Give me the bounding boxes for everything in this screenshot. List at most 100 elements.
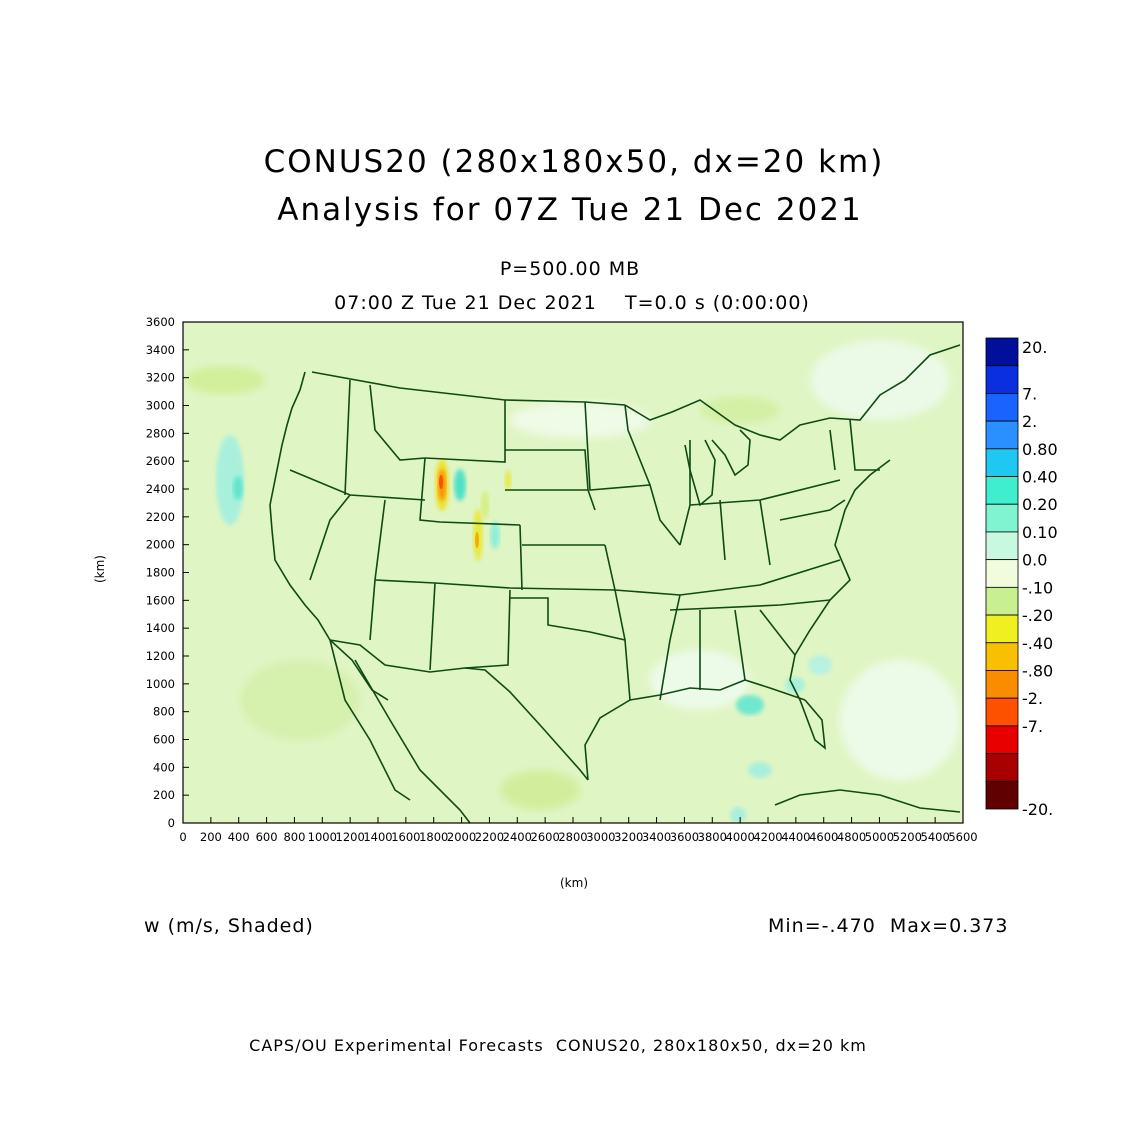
x-tick-label: 2800: [558, 830, 587, 844]
mexico-west-coast: [354, 659, 471, 823]
legend-label: 0.10: [1022, 523, 1058, 542]
x-tick-label: 4200: [753, 830, 782, 844]
legend-swatch: [985, 393, 1019, 422]
east-coastline: [789, 459, 891, 750]
legend-label: 0.40: [1022, 468, 1058, 487]
gulf-coastline: [584, 679, 806, 781]
legend-swatch: [985, 614, 1019, 644]
x-tick-label: 1800: [419, 830, 448, 844]
x-tick-label: 5600: [948, 830, 977, 844]
y-tick-label: 3400: [146, 343, 175, 357]
legend-swatch: [985, 365, 1019, 394]
x-tick-label: 4400: [781, 830, 810, 844]
y-axis: 0 200 400 600 800 1000 1200 1400 1600 1800 2000 220…: [146, 315, 189, 830]
field-patch: [748, 762, 772, 778]
x-axis-label: (km): [560, 876, 589, 890]
legend-label: 0.80: [1022, 440, 1058, 459]
y-tick-label: 2000: [146, 538, 175, 552]
x-tick-label: 0: [179, 830, 186, 844]
field-patch: [730, 807, 746, 823]
state-line: [614, 589, 626, 641]
state-line: [624, 404, 651, 486]
x-tick-label: 200: [200, 830, 222, 844]
state-line: [519, 524, 523, 591]
legend-label: 0.20: [1022, 495, 1058, 514]
x-tick-label: 800: [283, 830, 305, 844]
field-patch: [808, 655, 832, 675]
state-line: [344, 379, 351, 496]
x-tick-label: 5400: [921, 830, 950, 844]
legend-swatch: [985, 503, 1019, 533]
legend-swatch: [985, 725, 1019, 754]
legend-label: -.10: [1022, 578, 1053, 597]
state-line: [734, 609, 746, 681]
title-line-1: CONUS20 (280x180x50, dx=20 km): [263, 144, 885, 180]
state-line: [719, 499, 726, 561]
x-tick-label: 2400: [503, 830, 532, 844]
legend-swatch: [985, 670, 1019, 699]
west-coastline: [269, 371, 389, 701]
legend-label: -2.: [1022, 689, 1043, 708]
map-boundaries: [269, 344, 961, 823]
y-tick-label: 1400: [146, 621, 175, 635]
legend-label: 7.: [1022, 384, 1037, 403]
legend-swatch: [985, 780, 1019, 810]
x-tick-label: 1600: [391, 830, 420, 844]
y-tick-label: 800: [153, 705, 175, 719]
shaded-field: [185, 340, 960, 823]
valid-time: 07:00 Z Tue 21 Dec 2021 T=0.0 s (0:00:00…: [334, 292, 810, 314]
x-axis: 0 200 400 600 800 100012001400160018002000220…: [179, 817, 978, 844]
y-tick-label: 2800: [146, 426, 175, 440]
state-line: [849, 419, 880, 471]
x-tick-label: 1400: [363, 830, 392, 844]
state-line: [429, 582, 436, 671]
legend-label: 20.: [1022, 338, 1047, 357]
state-line: [374, 579, 616, 591]
x-tick-label: 3800: [698, 830, 727, 844]
lake-michigan: [684, 439, 716, 507]
field-patch: [240, 660, 360, 740]
y-tick-label: 3200: [146, 371, 175, 385]
field-patch: [475, 532, 479, 548]
field-patch: [233, 476, 243, 500]
state-line: [464, 589, 511, 669]
legend-label: -20.: [1022, 800, 1053, 819]
legend-label: -.80: [1022, 661, 1053, 680]
state-line: [309, 494, 351, 581]
pressure-level: P=500.00 MB: [499, 258, 641, 280]
legend-swatch: [985, 420, 1019, 450]
variable-label: w (m/s, Shaded): [144, 915, 314, 937]
y-tick-label: 3000: [146, 399, 175, 413]
state-line: [779, 499, 846, 521]
field-patch: [216, 435, 244, 525]
legend-swatch: [985, 337, 1019, 367]
baja-coast: [329, 639, 411, 801]
y-tick-label: 1200: [146, 649, 175, 663]
y-tick-label: 1000: [146, 677, 175, 691]
x-tick-label: 4000: [726, 830, 755, 844]
legend-swatch: [985, 753, 1019, 782]
field-patch: [510, 402, 650, 438]
field-patch: [481, 491, 489, 519]
field-patch: [490, 521, 500, 549]
x-tick-label: 3400: [642, 830, 671, 844]
state-line: [759, 499, 771, 566]
x-tick-label: 2600: [531, 830, 560, 844]
state-line: [829, 429, 836, 471]
field-patch: [736, 695, 764, 715]
y-tick-label: 400: [153, 760, 175, 774]
cuba-coast: [774, 789, 961, 813]
x-tick-label: 3000: [586, 830, 615, 844]
field-patch: [810, 340, 950, 420]
state-line: [510, 597, 631, 701]
x-tick-label: 1200: [336, 830, 365, 844]
color-legend: 20. 7. 2. 0.80 0.40 0.20 0.10 0.0 -.10 -.20 -.40 -.…: [985, 337, 1058, 819]
x-tick-label: 3200: [614, 830, 643, 844]
legend-swatch: [985, 448, 1019, 477]
legend-label: 0.0: [1022, 551, 1047, 570]
min-max-readout: Min=-.470 Max=0.373: [768, 915, 1009, 937]
x-tick-label: 2200: [475, 830, 504, 844]
y-tick-label: 2600: [146, 454, 175, 468]
x-tick-label: 4800: [837, 830, 866, 844]
